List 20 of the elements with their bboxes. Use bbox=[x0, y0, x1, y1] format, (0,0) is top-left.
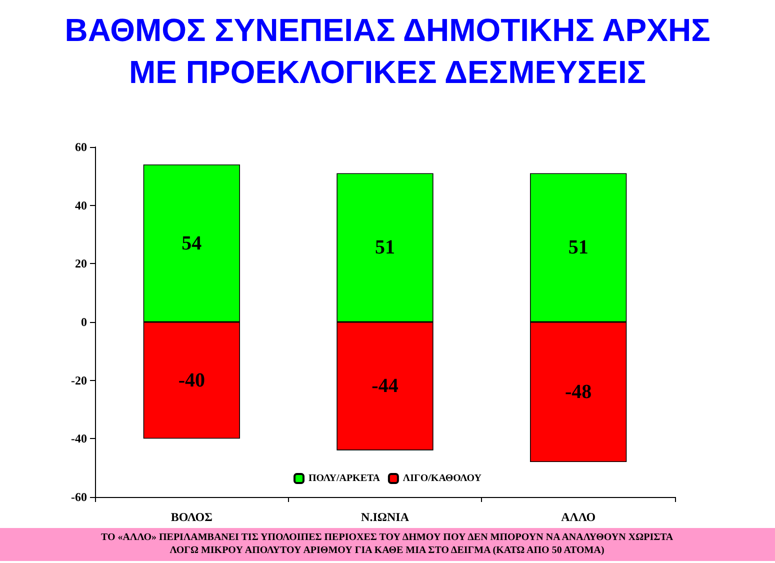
x-tick-label: ΑΛΛΟ bbox=[561, 510, 596, 524]
y-tick-label: 60 bbox=[75, 140, 87, 154]
legend-label: ΛΙΓΟ/ΚΑΘΟΛΟΥ bbox=[402, 473, 482, 484]
y-tick-label: -20 bbox=[71, 373, 87, 388]
y-tick-label: 40 bbox=[75, 198, 87, 212]
text: ΤΟ «ΑΛΛΟ» ΠΕΡΙΛΑΜΒΑΝΕΙ ΤΙΣ ΥΠΟΛΟΙΠΕΣ ΠΕΡΙΟΧΕΣ ΤΟΥ ΔΗΜΟΥ ΠΟΥ ΔΕΝ ΜΠΟΡΟΥΝ ΝΑ ΑΝΑΛΥΘΟΥΝ ΧΩΡΙΣΤΑ ΛΟΓΩ ΜΙΚΡΟΥ ΑΠΟΛΥΤΟΥ ΑΡΙΘΜΟΥ ΓΙΑ ΚΑΘΕ ΜΙΑ ΣΤΟ ΔΕΙΓΜΑ (ΚΑΤΩ ΑΠΟ 50 ΑΤΟΜΑ) bbox=[100, 532, 674, 556]
data-label: 51 bbox=[375, 236, 395, 259]
x-tick-label: ΒΟΛΟΣ bbox=[170, 510, 213, 524]
y-tick-label: 20 bbox=[75, 256, 87, 271]
data-label: 51 bbox=[568, 236, 588, 259]
data-label: -44 bbox=[372, 375, 398, 398]
data-label: 54 bbox=[182, 232, 202, 254]
y-tick-label: 0 bbox=[81, 315, 87, 329]
chart-title: ΒΑΘΜΟΣ ΣΥΝΕΠΕΙΑΣ ΔΗΜΟΤΙΚΗΣ ΑΡΧΗΣ ΜΕ ΠΡΟΕΚΛΟΓΙΚΕΣ ΔΕΣΜΕΥΣΕΙΣ bbox=[64, 12, 710, 90]
legend-label: ΠΟΛΥ/ΑΡΚΕΤΑ bbox=[308, 473, 381, 484]
x-tick-label: Ν.ΙΩΝΙΑ bbox=[361, 510, 410, 524]
y-tick-label: -60 bbox=[71, 490, 87, 504]
y-tick-label: -40 bbox=[71, 432, 87, 446]
data-label: -40 bbox=[178, 369, 206, 392]
data-label: -48 bbox=[564, 381, 592, 403]
